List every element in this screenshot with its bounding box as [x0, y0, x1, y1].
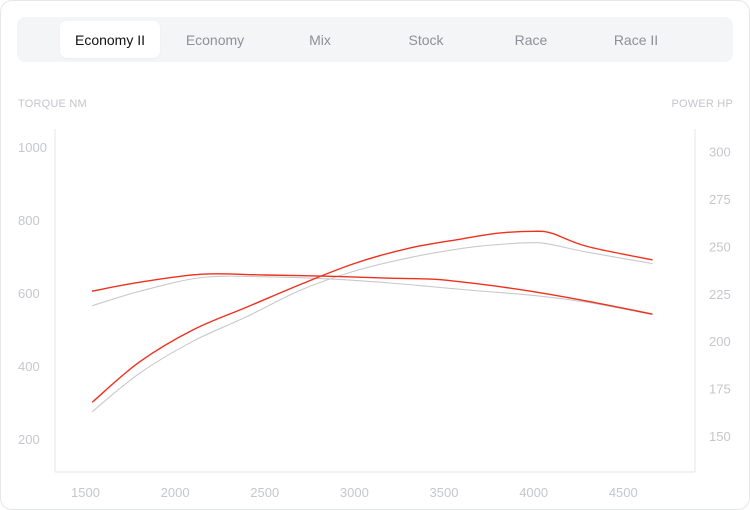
y-left-tick-label: 600 [18, 286, 40, 301]
right-axis-title: POWER HP [671, 98, 733, 110]
y-right-tick-label: 300 [709, 145, 731, 160]
left-axis-title: TORQUE NM [18, 98, 87, 110]
x-tick-label: 4000 [519, 485, 548, 500]
x-tick-label: 1500 [71, 485, 100, 500]
x-tick-label: 3500 [430, 485, 459, 500]
x-tick-label: 2500 [250, 485, 279, 500]
tab-economy[interactable]: Economy [185, 31, 245, 48]
mode-tabs: Economy II Economy Mix Stock Race Race II [17, 17, 733, 62]
x-tick-label: 3000 [340, 485, 369, 500]
x-tick-label: 2000 [161, 485, 190, 500]
tab-stock[interactable]: Stock [408, 31, 444, 48]
y-right-tick-label: 175 [709, 382, 731, 397]
power-stock-line [92, 242, 653, 412]
y-left-tick-label: 400 [18, 359, 40, 374]
y-right-tick-label: 250 [709, 239, 731, 254]
torque-tuned-line [91, 273, 653, 315]
y-left-tick-label: 800 [18, 213, 40, 228]
y-right-tick-label: 225 [709, 287, 731, 302]
tab-mix[interactable]: Mix [309, 31, 331, 48]
y-right-tick-label: 200 [709, 334, 731, 349]
y-left-tick-label: 1000 [18, 140, 47, 155]
power-tuned-line [91, 230, 653, 403]
y-right-tick-label: 150 [709, 429, 731, 444]
tab-race-ii[interactable]: Race II [613, 31, 659, 48]
tab-economy-ii[interactable]: Economy II [60, 21, 160, 58]
tab-race[interactable]: Race [514, 31, 548, 48]
y-left-tick-label: 200 [18, 432, 40, 447]
y-right-tick-label: 275 [709, 192, 731, 207]
x-tick-label: 4500 [609, 485, 638, 500]
torque-stock-line [92, 275, 653, 315]
